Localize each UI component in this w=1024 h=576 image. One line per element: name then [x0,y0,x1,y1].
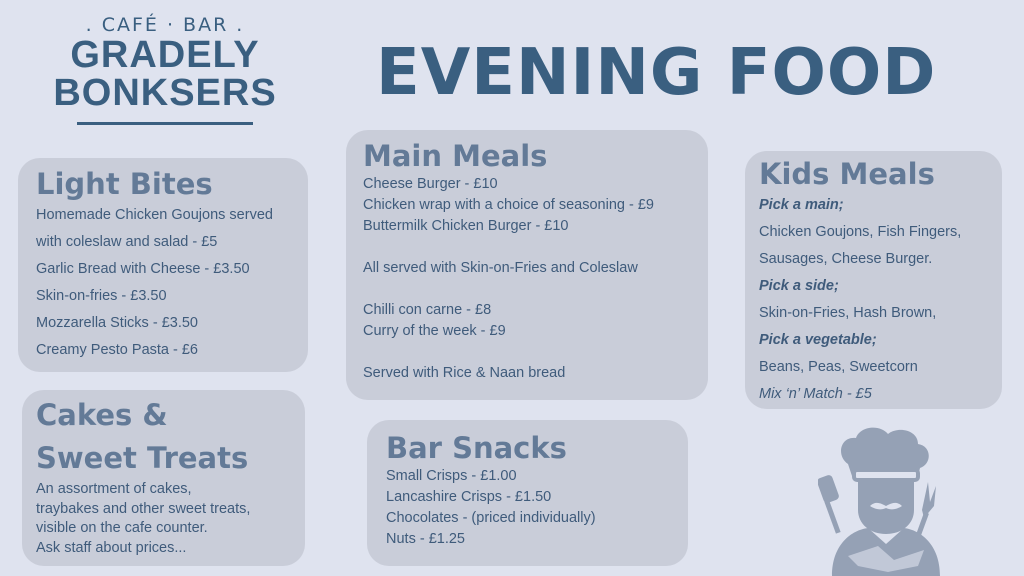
menu-item: Creamy Pesto Pasta - £6 [36,342,198,358]
menu-item: Homemade Chicken Goujons served [36,207,273,223]
light-bites-section: Light Bites Homemade Chicken Goujons ser… [18,158,308,372]
main-meals-section: Main Meals Cheese Burger - £10 Chicken w… [346,130,708,400]
pick-side-label: Pick a side; [759,278,839,294]
menu-item: An assortment of cakes, [36,481,192,497]
menu-item: Chicken Goujons, Fish Fingers, [759,224,962,240]
logo: . CAFÉ · BAR . GRADELY BONKSERS [40,14,290,125]
spacer [363,279,708,300]
section-heading: Kids Meals [759,157,935,191]
menu-item: Chilli con carne - £8 [363,302,492,318]
chef-icon [818,427,940,576]
pick-main-label: Pick a main; [759,197,844,213]
menu-item: Skin-on-Fries, Hash Brown, [759,305,937,321]
logo-line1: GRADELY [70,34,260,76]
logo-subtitle: . CAFÉ · BAR . [85,14,245,36]
section-heading: Bar Snacks [386,431,567,465]
menu-item: traybakes and other sweet treats, [36,500,251,517]
section-heading: Main Meals [363,139,548,173]
bar-snacks-section: Bar Snacks Small Crisps - £1.00 Lancashi… [367,420,688,566]
menu-item: Chocolates - (priced individually) [386,510,596,526]
menu-item: visible on the cafe counter. [36,520,208,536]
menu-item: Curry of the week - £9 [363,323,506,339]
menu-item: Chicken wrap with a choice of seasoning … [363,197,654,213]
menu-item: Small Crisps - £1.00 [386,468,517,484]
section-heading: Cakes & [36,398,168,432]
spacer [363,342,708,363]
menu-item: Garlic Bread with Cheese - £3.50 [36,261,250,277]
page-title: EVENING FOOD [376,36,937,110]
section-heading: Sweet Treats [36,441,249,475]
menu-item: Nuts - £1.25 [386,531,465,547]
menu-item: Ask staff about prices... [36,539,187,556]
kids-meals-section: Kids Meals Pick a main; Chicken Goujons,… [745,151,1002,409]
menu-item: Beans, Peas, Sweetcorn [759,359,918,375]
menu-note: All served with Skin-on-Fries and Colesl… [363,260,638,276]
menu-item: Skin-on-fries - £3.50 [36,288,167,304]
menu-item: Mozzarella Sticks - £3.50 [36,315,198,331]
logo-underline [77,122,253,125]
logo-line2: BONKSERS [53,72,277,114]
cakes-section: Cakes & Sweet Treats An assortment of ca… [22,390,305,566]
menu-item: Buttermilk Chicken Burger - £10 [363,218,569,234]
menu-item: Lancashire Crisps - £1.50 [386,489,552,505]
menu-note: Served with Rice & Naan bread [363,365,566,381]
section-heading: Light Bites [36,167,213,201]
pick-veg-label: Pick a vegetable; [759,332,877,348]
spacer [363,237,708,258]
menu-item: Cheese Burger - £10 [363,176,498,192]
menu-item: with coleslaw and salad - £5 [36,234,218,250]
menu-item: Sausages, Cheese Burger. [759,251,933,267]
kids-price: Mix ‘n’ Match - £5 [759,386,872,402]
